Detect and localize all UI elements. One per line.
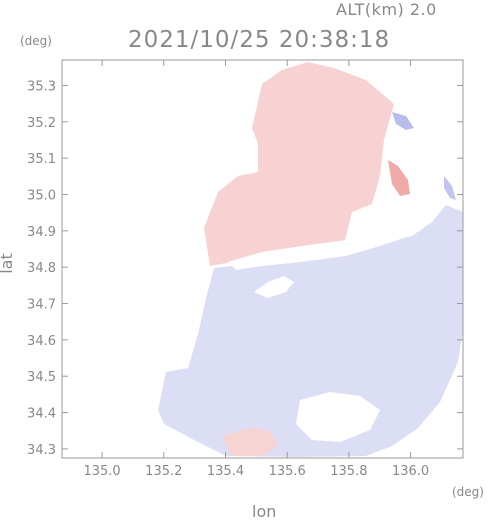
x-axis-unit: (deg): [452, 485, 484, 499]
x-tick-label: 135.2: [145, 464, 182, 479]
x-tick-label: 135.0: [83, 464, 120, 479]
x-tick-label: 135.8: [330, 464, 367, 479]
x-axis-label: lon: [252, 502, 277, 521]
x-axis-ticks: 135.0 135.2 135.4 135.6 135.8 136.0: [83, 60, 429, 479]
plot-frame: [61, 59, 464, 459]
negative-rim: [392, 112, 414, 130]
x-tick-label: 135.4: [207, 464, 244, 479]
y-tick-label: 35.2: [27, 116, 56, 131]
y-tick-label: 34.4: [27, 407, 56, 422]
velocity-field: [158, 62, 463, 457]
y-tick-label: 35.1: [27, 152, 56, 167]
negative-rim-east: [444, 176, 456, 200]
altitude-label: ALT(km) 2.0: [336, 0, 437, 19]
y-axis-unit: (deg): [20, 34, 52, 48]
timestamp-title: 2021/10/25 20:38:18: [128, 27, 391, 53]
data-gap-south: [296, 392, 380, 442]
y-tick-label: 35.3: [27, 79, 56, 94]
zero-velocity-band: [228, 212, 424, 270]
data-gap: [254, 276, 294, 298]
y-tick-label: 34.7: [27, 298, 56, 313]
y-tick-label: 34.8: [27, 261, 56, 276]
x-tick-label: 135.6: [269, 464, 306, 479]
x-tick-label: 136.0: [392, 464, 429, 479]
y-tick-label: 34.9: [27, 225, 56, 240]
y-tick-label: 34.6: [27, 334, 56, 349]
y-tick-label: 34.5: [27, 370, 56, 385]
positive-core: [388, 160, 410, 196]
positive-velocity-region: [204, 62, 394, 266]
y-tick-label: 35.0: [27, 188, 56, 203]
y-axis-ticks: 34.3 34.4 34.5 34.6 34.7 34.8 34.9 35.0 35.1 35.2…: [27, 79, 463, 458]
positive-south: [222, 428, 278, 456]
y-tick-label: 34.3: [27, 443, 56, 458]
